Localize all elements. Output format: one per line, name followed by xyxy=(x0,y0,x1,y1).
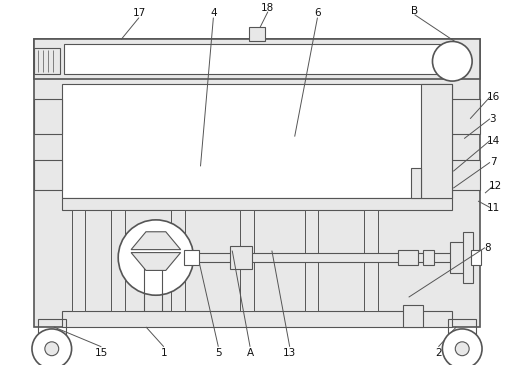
Bar xyxy=(34,48,60,74)
Bar xyxy=(452,99,480,134)
Text: 13: 13 xyxy=(283,348,297,358)
Bar xyxy=(181,253,452,262)
Text: 2: 2 xyxy=(435,348,442,358)
Text: A: A xyxy=(246,348,253,358)
Text: 18: 18 xyxy=(261,3,274,13)
Bar xyxy=(452,160,480,190)
Bar xyxy=(171,210,185,311)
Bar xyxy=(111,210,125,311)
Polygon shape xyxy=(131,253,181,270)
Bar xyxy=(364,210,378,311)
Text: 7: 7 xyxy=(489,157,496,167)
Bar xyxy=(249,27,265,41)
Text: 11: 11 xyxy=(487,203,501,213)
Bar xyxy=(34,40,480,327)
Text: 4: 4 xyxy=(210,8,216,18)
Bar xyxy=(411,168,421,198)
Bar xyxy=(403,305,423,327)
Circle shape xyxy=(442,329,482,366)
Bar xyxy=(62,311,452,327)
Bar xyxy=(423,250,435,265)
Bar xyxy=(38,319,66,347)
Circle shape xyxy=(45,342,58,356)
Bar xyxy=(64,44,450,74)
Text: 3: 3 xyxy=(489,114,496,124)
Bar xyxy=(448,319,476,347)
Text: 12: 12 xyxy=(489,181,503,191)
Bar xyxy=(34,40,480,79)
Circle shape xyxy=(455,342,469,356)
Bar xyxy=(463,232,473,283)
Circle shape xyxy=(32,329,72,366)
Text: 1: 1 xyxy=(161,348,167,358)
Text: B: B xyxy=(411,6,418,16)
Polygon shape xyxy=(131,232,181,250)
Bar xyxy=(305,210,319,311)
Text: 16: 16 xyxy=(486,92,500,102)
Bar xyxy=(450,242,468,273)
Text: 6: 6 xyxy=(314,8,321,18)
Bar xyxy=(398,250,418,265)
Text: 5: 5 xyxy=(215,348,222,358)
Text: 14: 14 xyxy=(486,135,500,146)
Bar xyxy=(421,84,452,198)
Circle shape xyxy=(432,41,472,81)
Bar xyxy=(240,210,254,311)
Bar xyxy=(62,198,452,210)
Bar xyxy=(184,250,200,265)
Text: 17: 17 xyxy=(132,8,146,18)
Bar xyxy=(62,84,452,198)
Bar xyxy=(72,210,86,311)
Bar xyxy=(34,99,62,134)
Text: 15: 15 xyxy=(95,348,108,358)
Bar xyxy=(230,246,252,269)
Bar xyxy=(471,250,481,265)
Text: 8: 8 xyxy=(485,243,491,253)
Circle shape xyxy=(118,220,193,295)
Bar xyxy=(34,160,62,190)
